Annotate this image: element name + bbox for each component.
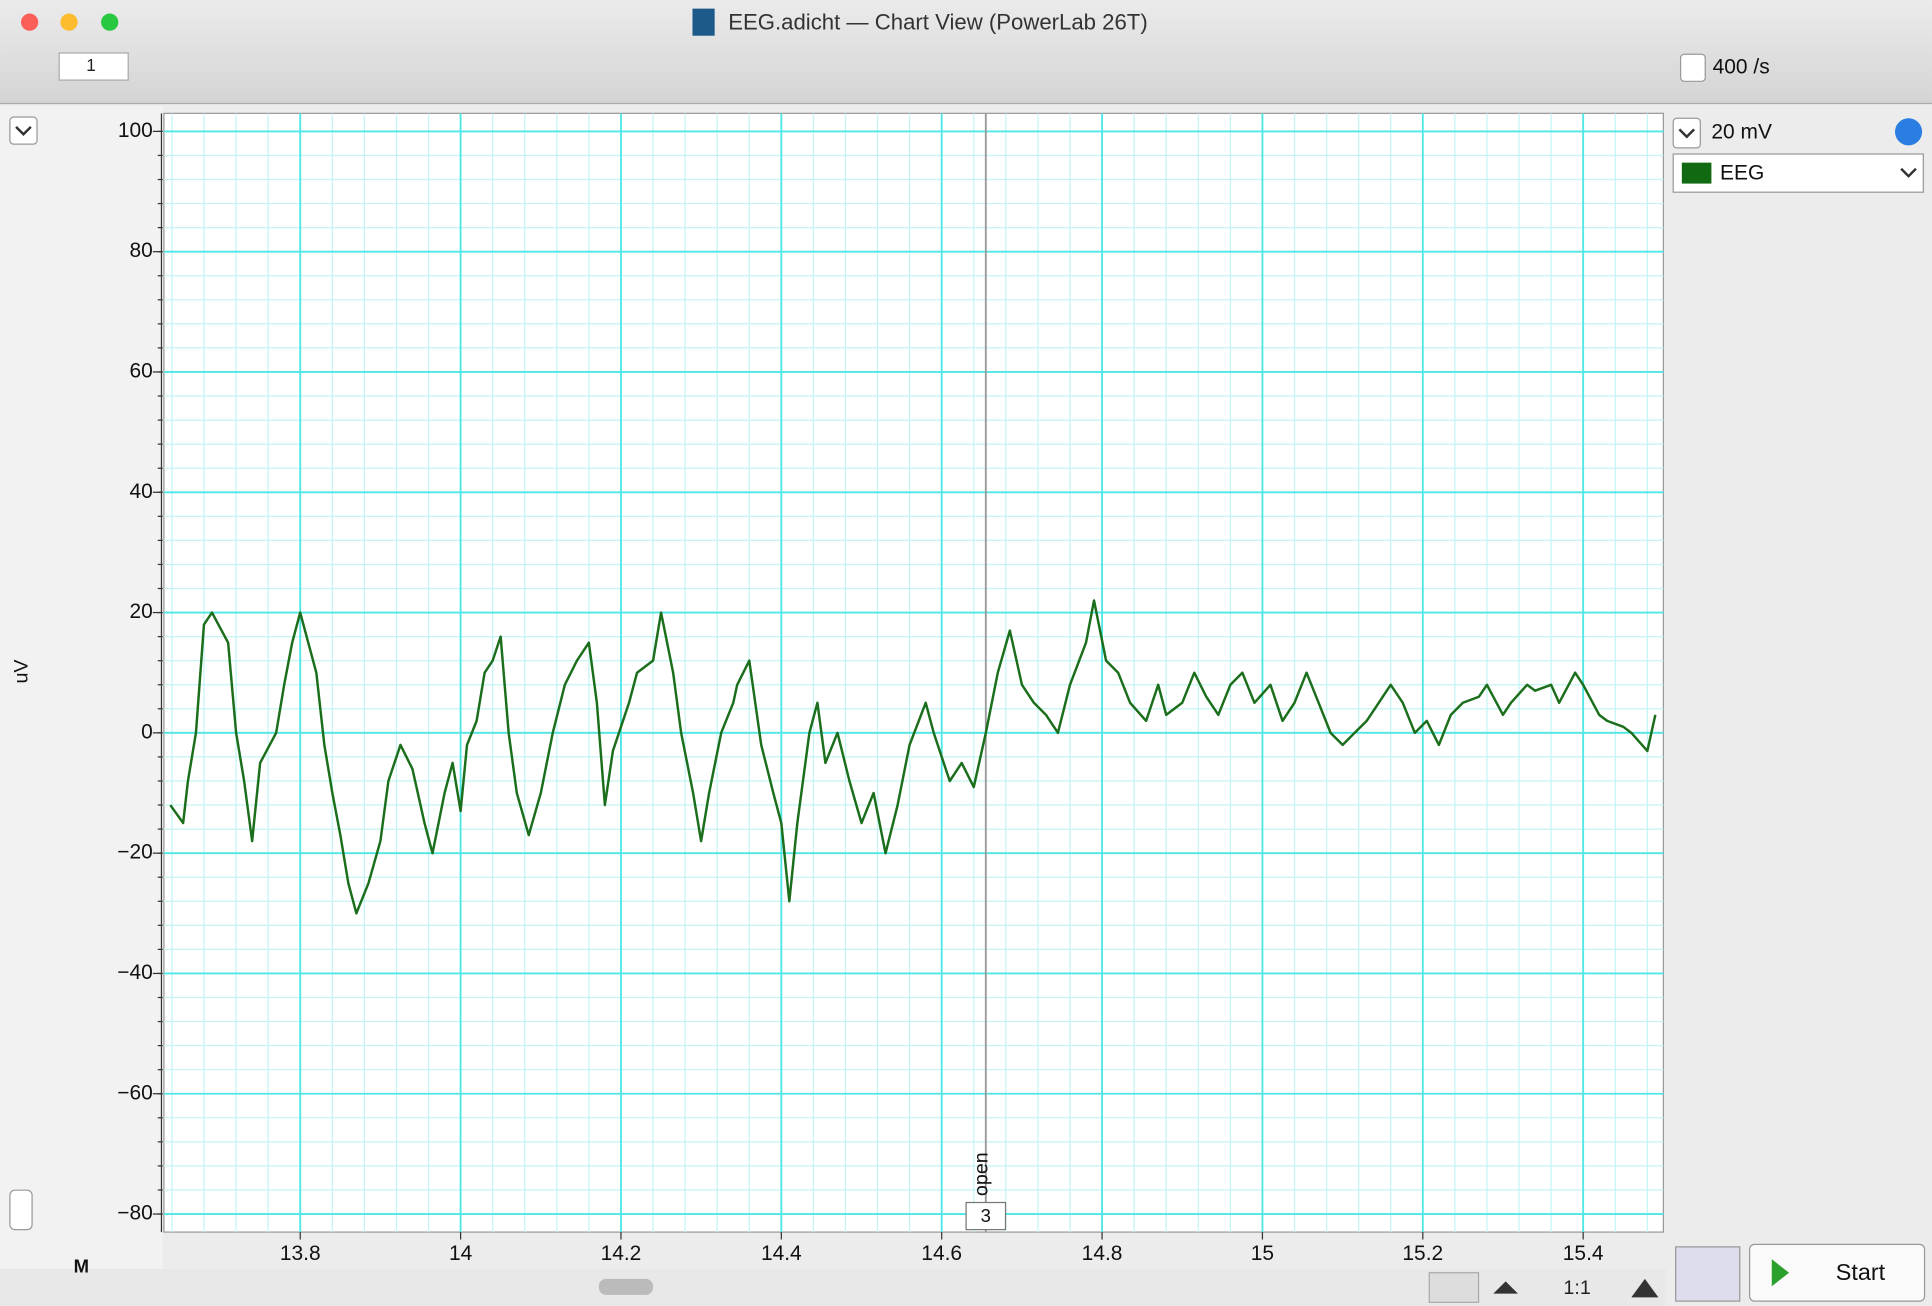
comment-label: open xyxy=(970,1152,992,1196)
x-tick-label: 14.8 xyxy=(1082,1242,1123,1265)
close-button[interactable] xyxy=(20,13,39,31)
rate-stepper[interactable] xyxy=(1679,53,1706,82)
comment-number: 3 xyxy=(981,1205,991,1226)
plot-background xyxy=(163,112,1664,1233)
zoom-button[interactable] xyxy=(101,13,119,31)
plot-area: 13.8 14 14.2 14.4 14.6 14.8 15 15.2 15.4 100 80 60 4… xyxy=(10,112,1664,1265)
x-tick-label: 15.2 xyxy=(1402,1242,1443,1265)
y-tick-label: −20 xyxy=(117,841,153,864)
axis-menu[interactable] xyxy=(9,116,38,145)
channel-name: EEG xyxy=(1720,161,1764,184)
y-tick-label: 100 xyxy=(118,119,153,142)
channel-menu[interactable] xyxy=(1672,153,1924,193)
scroll-thumb[interactable] xyxy=(598,1278,654,1295)
page-field[interactable] xyxy=(58,52,129,81)
minimize-button[interactable] xyxy=(60,13,78,31)
document-icon xyxy=(692,8,715,36)
y-tick-label: 80 xyxy=(130,239,153,262)
x-tick-label: 14 xyxy=(449,1242,473,1265)
x-tick-label: 13.8 xyxy=(280,1242,321,1265)
marker-button[interactable]: M xyxy=(74,1256,89,1277)
window-title: EEG.adicht — Chart View (PowerLab 26T) xyxy=(728,9,1148,34)
info-button[interactable] xyxy=(1894,118,1923,146)
side-panel xyxy=(1665,105,1932,1306)
channel-color xyxy=(1681,162,1712,184)
sample-rate: 400 /s xyxy=(1713,55,1770,78)
start-label: Start xyxy=(1836,1259,1886,1285)
y-tick-label: −60 xyxy=(117,1081,153,1104)
y-tick-label: 60 xyxy=(130,360,153,383)
range: 20 mV xyxy=(1711,121,1772,144)
x-tick-label: 15.4 xyxy=(1563,1242,1604,1265)
page-field-value: 1 xyxy=(86,55,96,75)
view-button[interactable] xyxy=(1428,1272,1480,1303)
start-button[interactable] xyxy=(1748,1243,1926,1302)
y-tick-label: 0 xyxy=(141,720,153,743)
scale-stepper[interactable] xyxy=(9,1189,33,1231)
record-icon[interactable] xyxy=(1675,1246,1741,1302)
x-tick-label: 14.2 xyxy=(601,1242,642,1265)
expand-button[interactable] xyxy=(1631,1278,1659,1298)
y-tick-label: −80 xyxy=(117,1202,153,1225)
y-tick-label: 40 xyxy=(130,480,153,503)
comment-box xyxy=(965,1201,1007,1231)
x-tick-label: 14.4 xyxy=(761,1242,802,1265)
y-tick-label: −40 xyxy=(117,961,153,984)
axis-panel xyxy=(0,105,163,1306)
x-tick-label: 15 xyxy=(1251,1242,1274,1265)
y-axis-label: uV xyxy=(10,659,32,684)
y-tick-label: 20 xyxy=(130,600,153,623)
compress-button[interactable] xyxy=(1493,1281,1518,1294)
range-menu[interactable] xyxy=(1672,117,1701,149)
toolbar xyxy=(0,0,1932,104)
x-tick-label: 14.6 xyxy=(921,1242,962,1265)
scroll-bar xyxy=(0,1269,1666,1306)
trace xyxy=(169,599,1657,915)
zoom-ratio: 1:1 xyxy=(1563,1277,1590,1299)
